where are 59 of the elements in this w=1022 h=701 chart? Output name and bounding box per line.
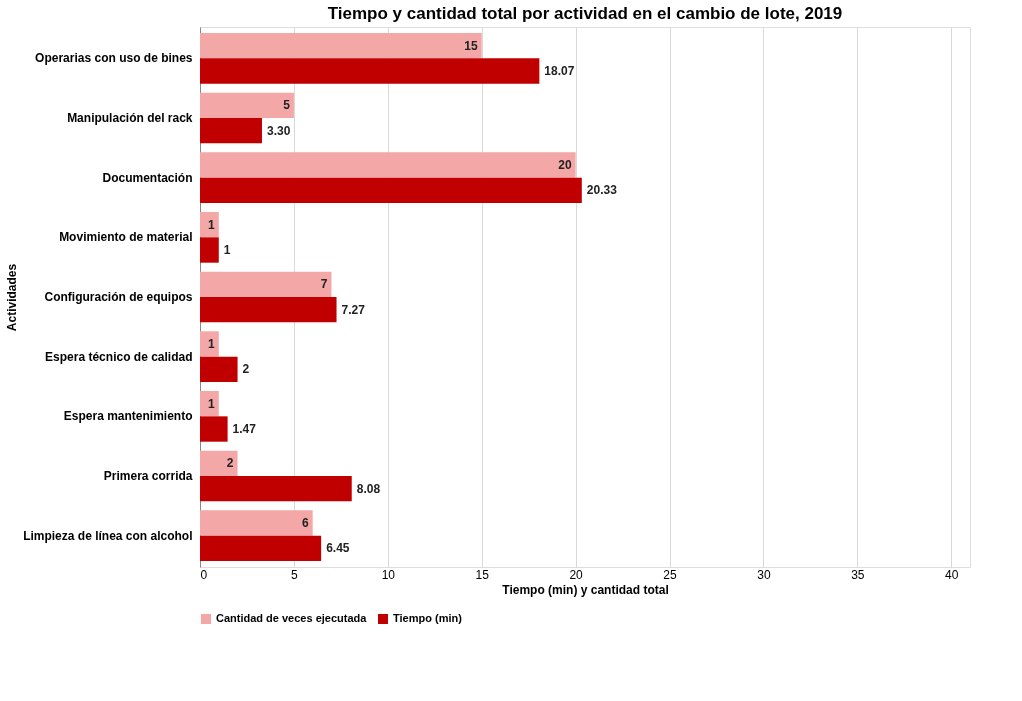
data-label: 6.45 [326, 541, 350, 556]
y-tick-label: Configuración de equipos [44, 290, 193, 304]
x-tick-label: 20 [569, 567, 584, 582]
x-tick-label: 30 [757, 567, 771, 582]
data-label: 20 [558, 157, 572, 172]
y-tick-label: Limpieza de línea con alcohol [23, 528, 193, 543]
y-tick-label: Espera técnico de calidad [45, 349, 193, 364]
x-tick-label: 10 [381, 567, 396, 582]
bar [200, 117, 262, 144]
bar [200, 390, 219, 417]
bar [200, 356, 238, 383]
bar [200, 510, 313, 536]
bar [200, 297, 337, 323]
bar [200, 237, 219, 263]
legend-label: Tiempo (min) [393, 612, 463, 624]
bar [200, 535, 322, 562]
x-tick-label: 25 [663, 567, 678, 582]
data-label: 20.33 [586, 183, 618, 198]
y-tick-label: Documentación [102, 170, 193, 185]
data-label: 7.27 [341, 302, 366, 317]
y-tick-label: Manipulación del rack [67, 110, 193, 125]
chart-title: Tiempo y cantidad total por actividad en el cambio de lote, 2019 [327, 4, 843, 23]
y-tick-label: Operarias con uso de bines [35, 51, 193, 66]
data-label: 1 [208, 336, 216, 351]
data-label: 8.08 [356, 481, 381, 496]
bar [200, 32, 482, 59]
y-axis-title: Actividades [5, 263, 20, 332]
data-label: 3.30 [266, 123, 291, 138]
data-label: 18.07 [544, 64, 575, 79]
data-label: 2 [226, 456, 234, 471]
y-tick-label: Primera corrida [103, 469, 193, 484]
data-label: 1.47 [232, 422, 257, 437]
x-tick-label: 0 [200, 567, 208, 582]
x-tick-label: 35 [851, 567, 865, 582]
data-label: 5 [283, 98, 291, 113]
y-tick-label: Espera mantenimiento [63, 409, 193, 424]
bar [200, 450, 238, 477]
bar [200, 476, 352, 502]
bar [200, 211, 219, 238]
data-label: 7 [320, 277, 328, 292]
data-label: 1 [223, 243, 231, 258]
x-tick-label: 15 [475, 567, 490, 582]
bar [200, 177, 582, 204]
x-axis-title: Tiempo (min) y cantidad total [502, 582, 669, 597]
data-label: 1 [208, 396, 216, 411]
data-label: 1 [208, 217, 216, 232]
bar [200, 58, 540, 84]
data-label: 6 [302, 515, 309, 530]
bar [200, 152, 576, 178]
data-label: 15 [464, 38, 479, 53]
bar [200, 416, 228, 442]
y-tick-label: Movimiento de material [59, 230, 193, 245]
bar [200, 92, 294, 118]
x-tick-label: 40 [945, 567, 959, 582]
legend-label: Cantidad de veces ejecutada [216, 612, 368, 624]
bar [200, 271, 332, 297]
x-tick-label: 5 [291, 567, 299, 582]
bar [200, 331, 219, 357]
data-label: 2 [242, 362, 250, 377]
